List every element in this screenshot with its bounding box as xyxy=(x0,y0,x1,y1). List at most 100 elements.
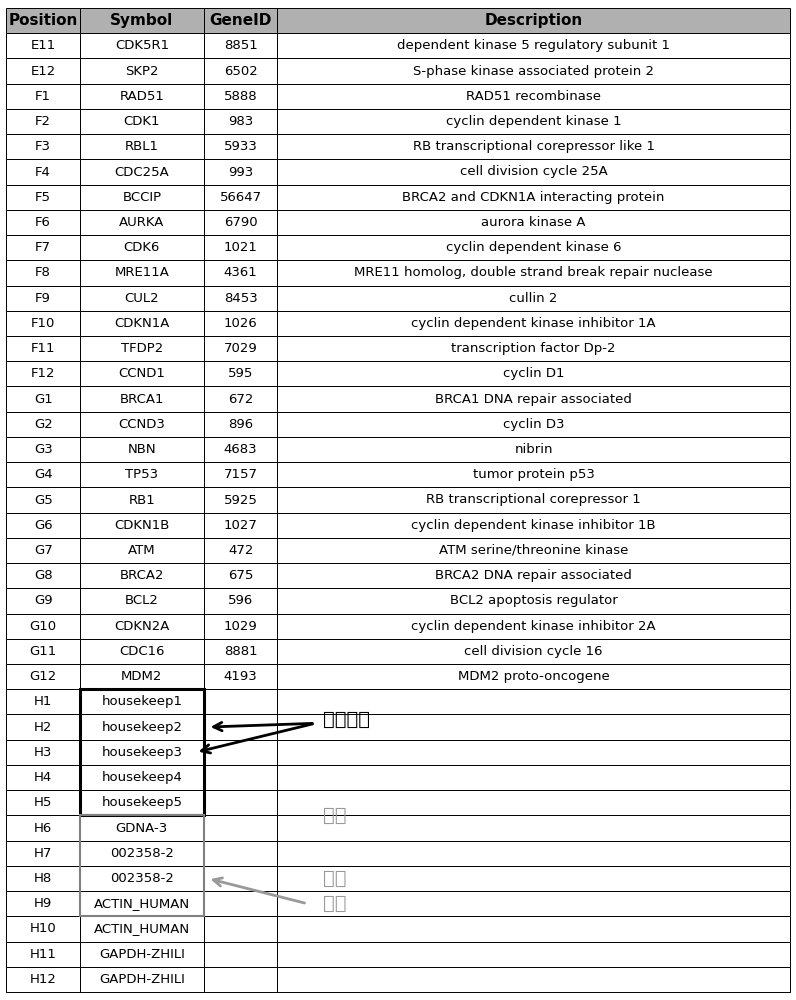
Text: cyclin dependent kinase inhibitor 1B: cyclin dependent kinase inhibitor 1B xyxy=(412,519,656,532)
Bar xyxy=(80,841,204,866)
Bar xyxy=(277,740,790,765)
Text: 672: 672 xyxy=(228,393,253,406)
Text: CDKN1B: CDKN1B xyxy=(114,519,170,532)
Text: 993: 993 xyxy=(228,165,253,178)
Text: G8: G8 xyxy=(34,569,53,582)
Bar xyxy=(277,538,790,563)
Bar xyxy=(80,916,204,942)
Text: H8: H8 xyxy=(34,872,53,885)
Text: 1021: 1021 xyxy=(224,241,257,254)
Bar xyxy=(277,614,790,639)
Bar xyxy=(6,815,80,841)
Bar xyxy=(80,639,204,664)
Text: 内参基因: 内参基因 xyxy=(323,710,370,729)
Bar xyxy=(6,765,80,790)
Text: MDM2 proto-oncogene: MDM2 proto-oncogene xyxy=(458,670,610,683)
Bar xyxy=(277,311,790,336)
Text: RB transcriptional corepressor 1: RB transcriptional corepressor 1 xyxy=(426,493,641,506)
Bar xyxy=(6,58,80,84)
Bar xyxy=(277,336,790,361)
Text: AURKA: AURKA xyxy=(119,216,165,229)
Text: 7029: 7029 xyxy=(224,342,257,355)
Text: 阳参: 阳参 xyxy=(323,894,346,913)
Bar xyxy=(80,689,204,815)
Text: BRCA2 and CDKN1A interacting protein: BRCA2 and CDKN1A interacting protein xyxy=(402,191,665,204)
Bar xyxy=(204,891,277,916)
Bar xyxy=(204,639,277,664)
Text: Position: Position xyxy=(9,13,78,28)
Text: CDK6: CDK6 xyxy=(123,241,160,254)
Text: CUL2: CUL2 xyxy=(124,292,159,305)
Bar xyxy=(6,386,80,412)
Bar xyxy=(80,815,204,841)
Text: F6: F6 xyxy=(35,216,51,229)
Bar xyxy=(204,815,277,841)
Bar xyxy=(277,185,790,210)
Bar xyxy=(277,109,790,134)
Text: BRCA2 DNA repair associated: BRCA2 DNA repair associated xyxy=(435,569,632,582)
Bar xyxy=(204,513,277,538)
Text: CDC16: CDC16 xyxy=(119,645,165,658)
Bar xyxy=(6,437,80,462)
Bar xyxy=(80,109,204,134)
Bar xyxy=(80,386,204,412)
Text: F12: F12 xyxy=(31,367,56,380)
Bar xyxy=(204,109,277,134)
Bar xyxy=(80,891,204,916)
Bar xyxy=(277,210,790,235)
Text: Description: Description xyxy=(485,13,583,28)
Text: TFDP2: TFDP2 xyxy=(121,342,163,355)
Text: GeneID: GeneID xyxy=(209,13,271,28)
Text: CDKN1A: CDKN1A xyxy=(114,317,170,330)
Text: BCL2 apoptosis regulator: BCL2 apoptosis regulator xyxy=(450,594,618,607)
Bar xyxy=(277,790,790,815)
Text: transcription factor Dp-2: transcription factor Dp-2 xyxy=(451,342,616,355)
Bar xyxy=(204,412,277,437)
Text: 4683: 4683 xyxy=(224,443,257,456)
Bar xyxy=(6,942,80,967)
Bar xyxy=(6,235,80,260)
Bar xyxy=(204,790,277,815)
Text: GAPDH-ZHILI: GAPDH-ZHILI xyxy=(99,973,185,986)
Bar xyxy=(80,58,204,84)
Bar xyxy=(80,260,204,286)
Text: H7: H7 xyxy=(34,847,53,860)
Text: GDNA-3: GDNA-3 xyxy=(115,822,168,834)
Text: aurora kinase A: aurora kinase A xyxy=(482,216,586,229)
Bar xyxy=(6,740,80,765)
Bar xyxy=(80,286,204,311)
Bar xyxy=(6,311,80,336)
Bar xyxy=(204,664,277,689)
Text: F9: F9 xyxy=(35,292,51,305)
Bar xyxy=(80,740,204,765)
Text: G6: G6 xyxy=(34,519,53,532)
Bar xyxy=(277,664,790,689)
Text: 4361: 4361 xyxy=(224,266,257,279)
Text: CDK5R1: CDK5R1 xyxy=(115,39,169,52)
Text: CDK1: CDK1 xyxy=(123,115,160,128)
Text: 阳参: 阳参 xyxy=(323,869,346,888)
Bar xyxy=(6,841,80,866)
Text: 7157: 7157 xyxy=(224,468,258,481)
Bar xyxy=(204,588,277,614)
Text: ATM serine/threonine kinase: ATM serine/threonine kinase xyxy=(439,544,628,557)
Bar xyxy=(80,134,204,159)
Text: 983: 983 xyxy=(228,115,253,128)
Bar xyxy=(6,8,80,33)
Bar xyxy=(6,134,80,159)
Bar xyxy=(6,84,80,109)
Bar xyxy=(277,260,790,286)
Bar xyxy=(204,765,277,790)
Text: 5925: 5925 xyxy=(224,493,257,506)
Bar xyxy=(277,361,790,386)
Text: Symbol: Symbol xyxy=(111,13,174,28)
Bar xyxy=(204,386,277,412)
Text: F11: F11 xyxy=(31,342,56,355)
Text: MRE11A: MRE11A xyxy=(115,266,170,279)
Bar xyxy=(6,159,80,185)
Bar xyxy=(80,84,204,109)
Text: F4: F4 xyxy=(35,165,51,178)
Bar xyxy=(6,664,80,689)
Bar xyxy=(6,588,80,614)
Text: MDM2: MDM2 xyxy=(121,670,162,683)
